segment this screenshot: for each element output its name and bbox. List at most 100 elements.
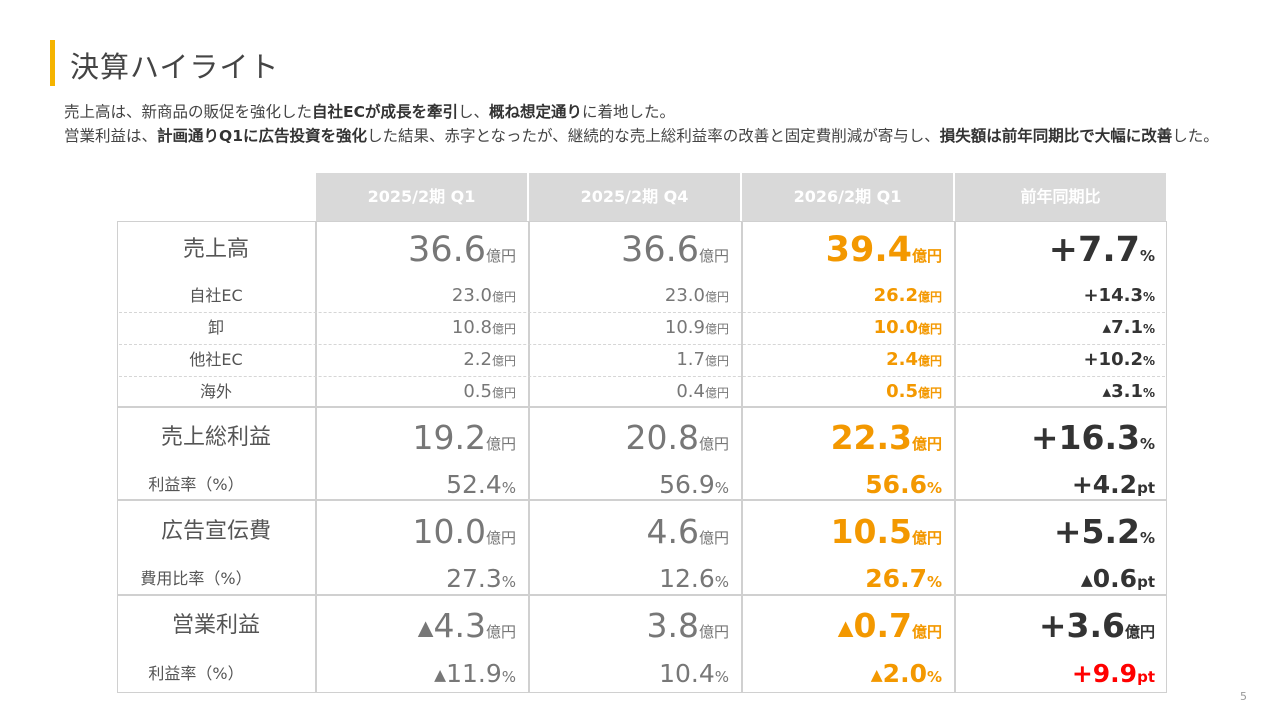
value-number: 12.6 <box>659 564 715 593</box>
value-unit: pt <box>1137 479 1155 497</box>
value-cell: ▲0.7億円 <box>741 597 954 655</box>
row-label: 利益率（%） <box>148 664 244 683</box>
value-unit: % <box>1142 386 1155 400</box>
value-number: 10.0 <box>412 512 486 551</box>
summary-line2-segment: 計画通りQ1に広告投資を強化 <box>157 127 367 145</box>
value-number: 19.2 <box>412 418 486 457</box>
value-unit: 億円 <box>485 435 516 453</box>
summary-text: 売上高は、新商品の販促を強化した自社ECが成長を牽引し、概ね想定通りに着地した。… <box>64 100 1234 148</box>
value-unit: 億円 <box>1124 623 1155 641</box>
value-cell: 3.8億円 <box>528 597 741 655</box>
value-unit: % <box>926 668 942 686</box>
row-divider-dashed <box>119 312 1165 313</box>
value-cell: 10.5億円 <box>741 503 954 561</box>
column-header: 前年同期比 <box>955 173 1166 221</box>
value-number: 4.3 <box>433 606 486 645</box>
row-group-border <box>117 407 1167 500</box>
value-unit: % <box>501 573 516 591</box>
value-cell: 4.6億円 <box>528 503 741 561</box>
value-cell: 10.4% <box>528 655 741 693</box>
value-number: +16.3 <box>1030 418 1140 457</box>
value-cell: ▲3.1% <box>954 376 1167 408</box>
value-number: 1.7 <box>676 349 705 370</box>
value-number: 36.6 <box>621 230 699 270</box>
value-unit: 億円 <box>491 290 516 304</box>
value-cell: 23.0億円 <box>528 280 741 312</box>
triangle-minus-icon: ▲ <box>417 615 434 640</box>
row-group-border <box>117 221 1167 407</box>
value-cell: 56.6% <box>741 467 954 503</box>
value-unit: 億円 <box>917 386 942 400</box>
value-cell: +9.9pt <box>954 655 1167 693</box>
value-unit: pt <box>1137 668 1155 686</box>
value-cell: 26.2億円 <box>741 280 954 312</box>
value-unit: % <box>714 479 729 497</box>
value-cell: ▲4.3億円 <box>315 597 528 655</box>
row-label: 売上高 <box>182 237 249 262</box>
value-unit: % <box>926 573 942 591</box>
value-cell: +5.2% <box>954 503 1167 561</box>
summary-line1-segment: し、 <box>457 103 489 121</box>
value-number: 0.6 <box>1092 564 1138 593</box>
value-cell: ▲2.0% <box>741 655 954 693</box>
value-number: 3.8 <box>646 606 699 645</box>
summary-line1-segment: 概ね想定通り <box>489 103 583 121</box>
value-cell: 0.4億円 <box>528 376 741 408</box>
value-unit: 億円 <box>911 623 942 641</box>
value-number: 39.4 <box>825 230 912 270</box>
value-cell: 10.9億円 <box>528 312 741 344</box>
value-unit: 億円 <box>911 247 942 265</box>
value-number: 26.7 <box>865 564 927 593</box>
value-cell: +7.7% <box>954 223 1167 277</box>
value-number: 4.6 <box>646 512 699 551</box>
value-number: +10.2 <box>1083 349 1143 370</box>
value-number: 2.4 <box>886 349 918 370</box>
value-number: +7.7 <box>1048 230 1140 270</box>
value-number: 3.1 <box>1111 381 1143 402</box>
value-unit: 億円 <box>917 290 942 304</box>
value-cell: +3.6億円 <box>954 597 1167 655</box>
value-unit: 億円 <box>485 529 516 547</box>
value-number: 10.4 <box>659 659 715 688</box>
summary-line2-segment: した結果、赤字となったが、継続的な売上総利益率の改善と固定費削減が寄与し、 <box>366 127 940 145</box>
triangle-minus-icon: ▲ <box>434 666 447 685</box>
value-cell: +16.3% <box>954 409 1167 467</box>
value-cell: 10.0億円 <box>741 312 954 344</box>
value-number: 7.1 <box>1111 317 1143 338</box>
row-label: 売上総利益 <box>160 425 271 450</box>
value-number: 56.6 <box>865 470 927 499</box>
triangle-minus-icon: ▲ <box>1102 385 1112 399</box>
value-unit: % <box>714 573 729 591</box>
value-unit: % <box>1139 529 1155 547</box>
row-label: 他社EC <box>189 350 243 369</box>
value-number: 56.9 <box>659 470 715 499</box>
column-divider <box>315 221 317 693</box>
value-number: 2.2 <box>463 349 492 370</box>
value-cell: 23.0億円 <box>315 280 528 312</box>
row-label: 利益率（%） <box>148 475 244 494</box>
value-cell: 0.5億円 <box>315 376 528 408</box>
value-unit: 億円 <box>698 435 729 453</box>
row-label: 費用比率（%） <box>140 569 252 588</box>
value-unit: 億円 <box>491 354 516 368</box>
value-number: 22.3 <box>830 418 912 457</box>
value-number: 20.8 <box>625 418 699 457</box>
column-divider <box>741 221 743 693</box>
value-number: +3.6 <box>1038 606 1125 645</box>
row-label: 自社EC <box>189 286 243 305</box>
column-divider <box>528 221 530 693</box>
row-label: 営業利益 <box>171 613 260 638</box>
value-unit: % <box>1139 435 1155 453</box>
value-number: 0.5 <box>886 381 918 402</box>
value-unit: % <box>1139 247 1155 265</box>
value-number: 0.7 <box>853 606 912 645</box>
value-unit: 億円 <box>698 623 729 641</box>
value-number: +4.2 <box>1071 470 1138 499</box>
summary-line1-segment: に着地した。 <box>582 103 676 121</box>
value-cell: ▲0.6pt <box>954 561 1167 597</box>
value-number: 27.3 <box>446 564 502 593</box>
value-cell: 12.6% <box>528 561 741 597</box>
row-group-border <box>117 500 1167 595</box>
triangle-minus-icon: ▲ <box>870 666 883 685</box>
value-number: 26.2 <box>873 285 918 306</box>
